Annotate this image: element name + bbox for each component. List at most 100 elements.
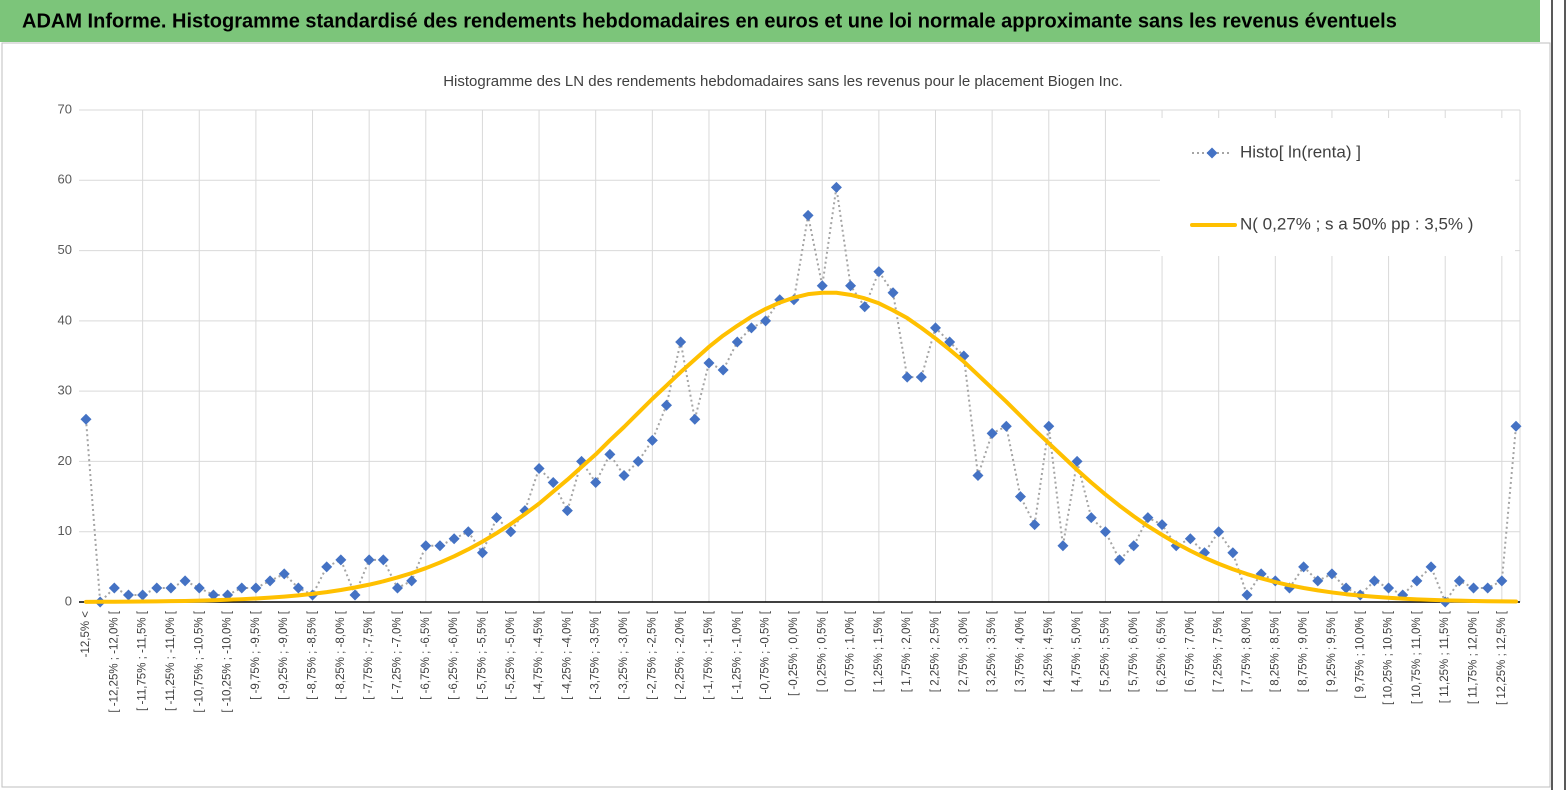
data-point: [660, 399, 672, 411]
data-point: [476, 547, 488, 559]
data-point: [179, 575, 191, 587]
data-point: [1227, 547, 1239, 559]
legend-label: Histo[ ln(renta) ]: [1240, 142, 1361, 161]
x-tick-label: [ -0,25% ; 0,0% [: [788, 610, 800, 696]
data-point: [887, 287, 899, 299]
data-point: [830, 181, 842, 193]
data-point: [264, 575, 276, 587]
data-point: [1043, 420, 1055, 432]
data-point: [547, 477, 559, 489]
data-point: [207, 589, 219, 601]
data-point: [590, 477, 602, 489]
data-point: [377, 554, 389, 566]
x-tick-label: [ -0,75% ; -0,5% [: [760, 610, 772, 700]
x-tick-label: [ 9,75% ; 10,0% [: [1354, 610, 1366, 698]
data-point: [1510, 420, 1522, 432]
data-point: [519, 505, 531, 517]
data-point: [1482, 582, 1494, 594]
x-tick-label: [ -3,75% ; -3,5% [: [590, 610, 602, 700]
data-point: [675, 336, 687, 348]
x-tick-label: [ -5,25% ; -5,0% [: [505, 610, 517, 700]
data-point: [1213, 526, 1225, 538]
data-point: [561, 505, 573, 517]
data-point: [335, 554, 347, 566]
data-point: [1000, 420, 1012, 432]
x-tick-label: [ 8,75% ; 9,0% [: [1298, 610, 1310, 692]
x-tick-label: [ 11,75% ; 12,0% [: [1468, 610, 1480, 704]
data-point: [1368, 575, 1380, 587]
x-tick-label: [ 10,75% ; 11,0% [: [1411, 610, 1423, 704]
y-tick-label: 70: [58, 101, 72, 116]
data-point: [760, 315, 772, 327]
y-tick-label: 0: [65, 593, 72, 608]
data-point: [703, 357, 715, 369]
data-point: [1425, 561, 1437, 573]
data-point: [122, 589, 134, 601]
chart-title: Histogramme des LN des rendements hebdom…: [443, 73, 1123, 90]
data-point: [292, 582, 304, 594]
data-point: [236, 582, 248, 594]
y-tick-label: 40: [58, 312, 72, 327]
x-tick-label: [ -10,75% ; -10,5% [: [193, 610, 205, 712]
data-point: [406, 575, 418, 587]
x-tick-label: [ -11,75% ; -11,5% [: [137, 610, 149, 711]
x-tick-label: [ -2,75% ; -2,5% [: [646, 610, 658, 700]
legend-label: N( 0,27% ; s a 50% pp : 3,5% ): [1240, 214, 1473, 233]
data-point: [1029, 519, 1041, 531]
legend-box: [1160, 118, 1515, 256]
x-tick-label: [ -8,75% ; -8,5% [: [307, 610, 319, 700]
x-tick-label: [ 11,25% ; 11,5% [: [1439, 610, 1451, 703]
data-point: [1014, 491, 1026, 503]
banner: [0, 0, 1540, 42]
x-tick-label: [ 3,25% ; 3,5% [: [986, 610, 998, 692]
x-tick-label: [ 5,25% ; 5,5% [: [1099, 610, 1111, 692]
data-point: [1453, 575, 1465, 587]
y-tick-label: 60: [58, 172, 72, 187]
data-point: [689, 413, 701, 425]
data-point: [816, 280, 828, 292]
banner-title: ADAM Informe. Histogramme standardisé de…: [22, 10, 1397, 32]
data-point: [915, 371, 927, 383]
data-point: [1156, 519, 1168, 531]
x-tick-label: [ -8,25% ; -8,0% [: [335, 610, 347, 700]
series-line: [84, 290, 1518, 604]
data-point: [1411, 575, 1423, 587]
x-tick-label: [ 0,25% ; 0,5% [: [816, 610, 828, 692]
data-point: [1383, 582, 1395, 594]
x-tick-label: [ 2,75% ; 3,0% [: [958, 610, 970, 692]
x-tick-label: [ -4,25% ; -4,0% [: [561, 610, 573, 700]
x-tick-label: -12,5% <: [80, 611, 92, 658]
x-tick-label: [ -7,25% ; -7,0% [: [392, 610, 404, 700]
x-tick-label: [ -7,75% ; -7,5% [: [363, 610, 375, 700]
data-point: [845, 280, 857, 292]
data-point: [1071, 455, 1083, 467]
data-point: [434, 540, 446, 552]
x-tick-label: [ 5,75% ; 6,0% [: [1128, 610, 1140, 692]
data-point: [604, 448, 616, 460]
x-tick-label: [ 9,25% ; 9,5% [: [1326, 610, 1338, 692]
data-point: [1468, 582, 1480, 594]
x-tick-label: [ 2,25% ; 2,5% [: [930, 610, 942, 692]
data-point: [731, 336, 743, 348]
x-tick-label: [ -2,25% ; -2,0% [: [675, 610, 687, 700]
x-tick-label: [ 7,75% ; 8,0% [: [1241, 610, 1253, 692]
data-point: [448, 533, 460, 545]
y-tick-label: 20: [58, 453, 72, 468]
data-point: [1142, 512, 1154, 524]
data-point: [1298, 561, 1310, 573]
x-tick-label: [ -12,25% ; -12,0% [: [108, 610, 120, 712]
data-point: [165, 582, 177, 594]
x-tick-label: [ 1,25% ; 1,5% [: [873, 610, 885, 692]
y-tick-label: 50: [58, 242, 72, 257]
y-tick-label: 10: [58, 523, 72, 538]
data-point: [349, 589, 361, 601]
data-point: [972, 469, 984, 481]
data-point: [1184, 533, 1196, 545]
y-tick-label: 30: [58, 383, 72, 398]
x-tick-label: [ -1,25% ; -1,0% [: [731, 610, 743, 700]
grid: 0 10 20 30 40 50 60 70 -12,5% < [ -12,25% ; -12,0…: [58, 101, 1521, 713]
data-point: [986, 427, 998, 439]
data-point: [108, 582, 120, 594]
data-point: [1085, 512, 1097, 524]
